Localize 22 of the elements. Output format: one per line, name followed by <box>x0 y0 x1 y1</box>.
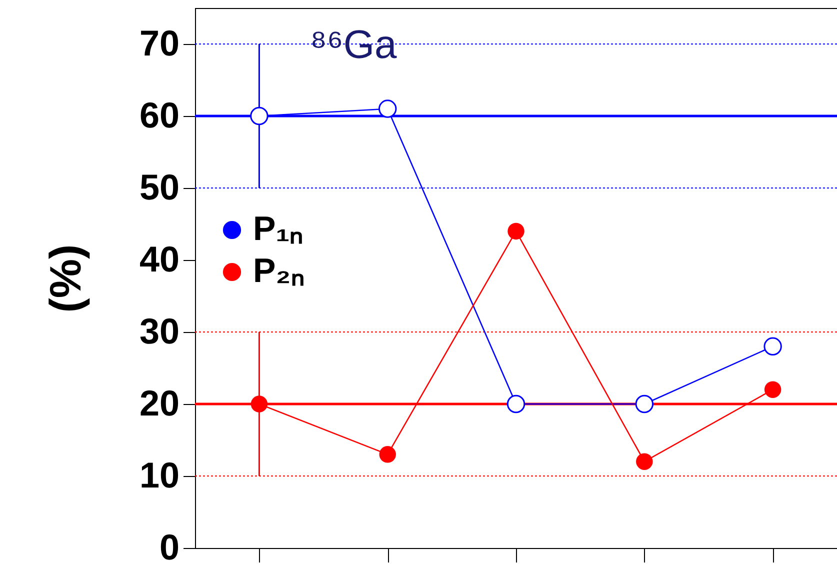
point <box>378 100 397 118</box>
point <box>764 337 782 356</box>
point <box>764 381 782 398</box>
y-tick-label: 60 <box>139 94 180 136</box>
annotation: ⁸⁶Ga <box>310 23 398 67</box>
y-tick-label: 30 <box>139 310 180 352</box>
point <box>506 394 526 414</box>
y-tick-label: 70 <box>139 22 180 64</box>
y-tick-label: 10 <box>139 454 180 496</box>
point <box>250 396 268 412</box>
y-tick-label: 20 <box>139 382 180 424</box>
point <box>636 453 653 470</box>
y-tick-label: 0 <box>159 526 180 568</box>
y-axis-title: (%) <box>41 244 90 313</box>
y-tick-label: 50 <box>139 166 180 208</box>
legend-label: P₂ₙ <box>253 252 305 290</box>
point <box>508 222 524 240</box>
point <box>635 394 654 414</box>
point <box>379 446 396 463</box>
point <box>250 106 268 126</box>
y-tick-label: 40 <box>139 238 180 280</box>
legend-label: P₁ₙ <box>253 210 304 248</box>
